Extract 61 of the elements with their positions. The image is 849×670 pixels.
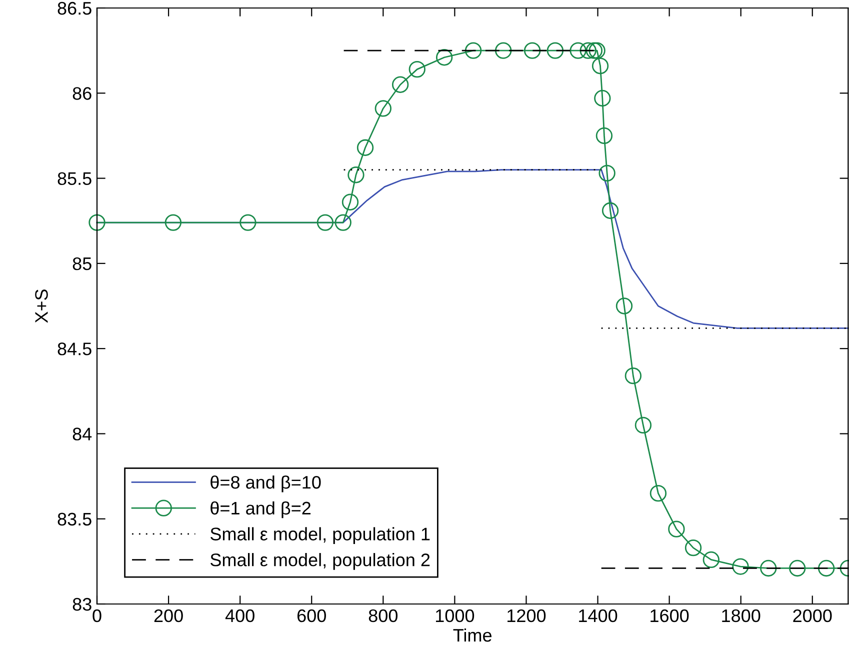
point [668, 520, 685, 538]
point [436, 49, 453, 66]
point [602, 202, 619, 219]
point [588, 42, 606, 59]
y-tick-label: 85 [72, 257, 92, 270]
point [580, 42, 596, 59]
x-tick-label: 200 [154, 609, 183, 622]
x-tick-label: 800 [368, 609, 398, 622]
point [374, 100, 392, 117]
point [596, 127, 613, 144]
legend-label: Small ε model, population 1 [210, 527, 430, 544]
point [760, 560, 777, 577]
legend-label: θ=8 and β=10 [210, 475, 321, 492]
point [342, 194, 359, 210]
x-tick-label: 1200 [508, 609, 546, 622]
x-tick-label: 1600 [650, 609, 689, 622]
point [88, 214, 106, 231]
point [592, 58, 609, 74]
point [634, 416, 652, 434]
legend-label: Small ε model, population 2 [210, 553, 430, 570]
point [524, 42, 541, 59]
point [408, 60, 426, 78]
y-tick-label: 86 [72, 87, 92, 100]
x-tick-label: 400 [225, 609, 254, 622]
x-tick-label: 1800 [722, 609, 760, 622]
point [616, 298, 633, 314]
point [348, 166, 364, 184]
x-tick-label: 600 [297, 609, 326, 622]
y-tick-label: 83.5 [58, 512, 92, 526]
y-tick-label: 86.5 [58, 2, 92, 15]
y-tick-label: 83 [72, 598, 92, 611]
point [650, 484, 667, 502]
y-tick-label: 85.5 [58, 172, 92, 186]
point [586, 42, 603, 59]
y-tick-label: 84.5 [58, 342, 92, 356]
point [546, 42, 564, 59]
point [789, 560, 806, 577]
x-tick-label: 1400 [579, 609, 618, 622]
point [316, 214, 334, 231]
point [702, 551, 720, 568]
point [598, 164, 616, 182]
point [334, 214, 352, 231]
legend-label: θ=1 and β=2 [210, 501, 311, 518]
point [240, 214, 256, 231]
point [732, 558, 749, 575]
point [392, 76, 409, 93]
point [818, 560, 835, 577]
x-tick-label: 2000 [793, 609, 832, 622]
point [464, 42, 482, 59]
point [164, 214, 182, 231]
point [594, 90, 611, 107]
x-axis-title: Time [453, 628, 492, 642]
point [356, 139, 374, 156]
y-tick-label: 84 [72, 428, 92, 440]
y-axis-title: X+S [35, 290, 48, 323]
point [570, 42, 586, 59]
point [624, 367, 642, 384]
point [495, 42, 512, 59]
x-tick-label: 0 [92, 609, 102, 622]
x-tick-label: 1000 [436, 609, 474, 622]
point [684, 539, 702, 556]
